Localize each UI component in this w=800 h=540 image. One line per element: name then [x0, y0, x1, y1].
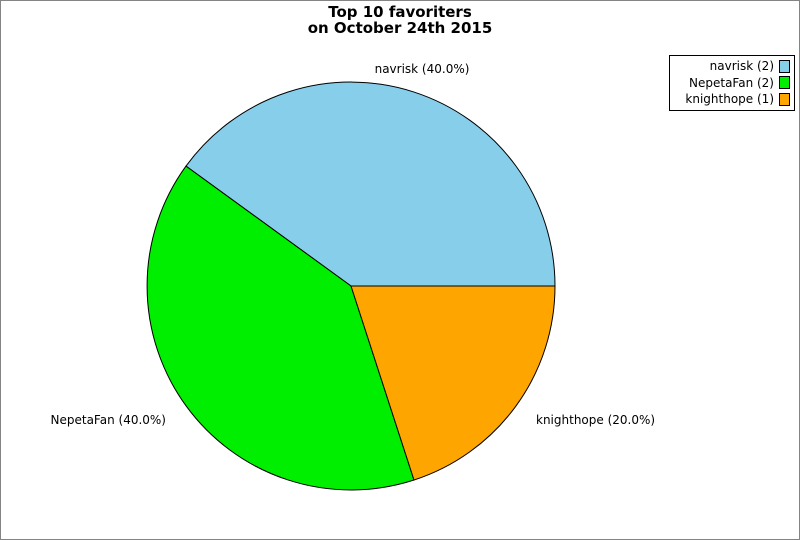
slice-label-navrisk: navrisk (40.0%)	[374, 62, 470, 76]
legend-item-navrisk: navrisk (2)	[672, 58, 790, 75]
legend-swatch-nepetafan	[779, 76, 790, 90]
legend-item-knighthope: knighthope (1)	[672, 91, 790, 108]
pie-slice-navrisk	[185, 81, 556, 287]
slice-label-nepetafan: NepetaFan (40.0%)	[50, 413, 166, 427]
legend-swatch-knighthope	[779, 92, 790, 106]
chart-title: Top 10 favoriters on October 24th 2015	[1, 4, 799, 36]
chart-title-line1: Top 10 favoriters	[328, 3, 472, 21]
pie-slice-knighthope	[350, 285, 556, 481]
slice-label-knighthope: knighthope (20.0%)	[536, 413, 656, 427]
legend: navrisk (2) NepetaFan (2) knighthope (1)	[669, 55, 795, 111]
chart-title-line2: on October 24th 2015	[307, 19, 493, 37]
legend-swatch-navrisk	[779, 59, 790, 73]
legend-item-label: NepetaFan (2)	[689, 75, 774, 90]
legend-item-nepetafan: NepetaFan (2)	[672, 75, 790, 92]
legend-item-label: navrisk (2)	[709, 59, 774, 74]
legend-item-label: knighthope (1)	[685, 92, 774, 107]
pie-slice-nepetafan	[146, 165, 415, 491]
